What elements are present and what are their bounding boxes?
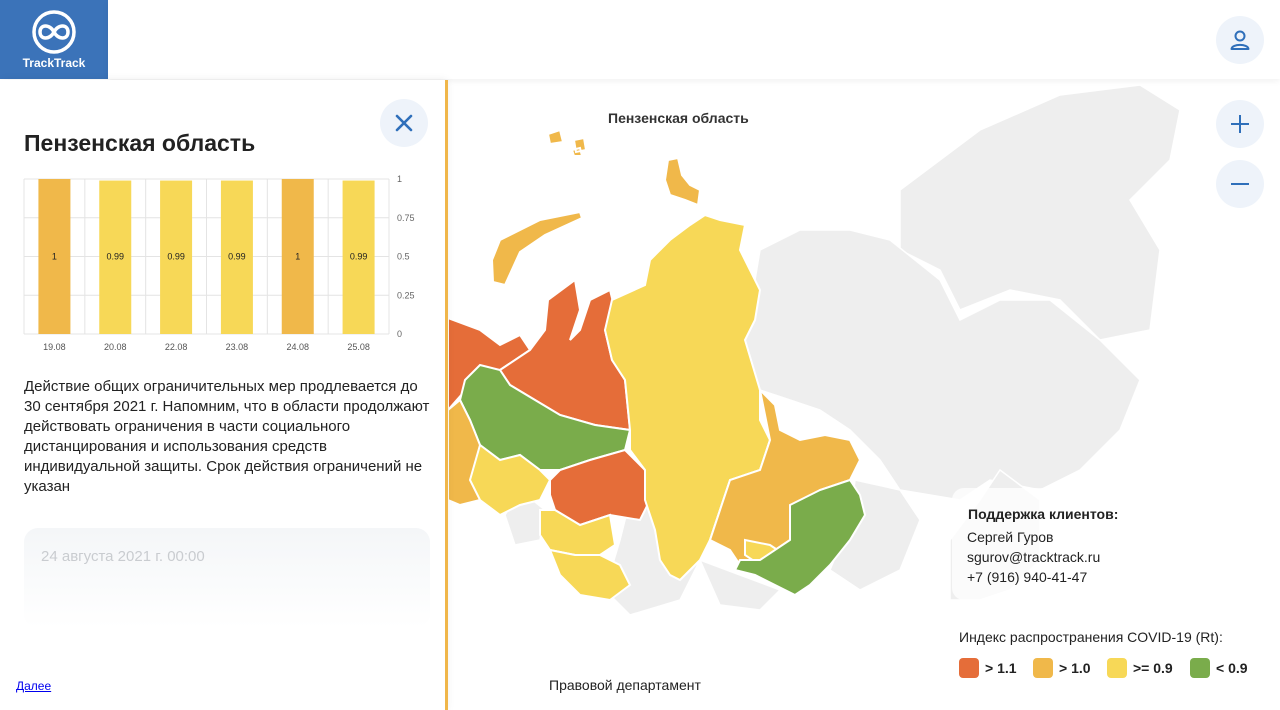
legend-swatch-orange xyxy=(959,658,979,678)
legend-label: > 1.0 xyxy=(1059,660,1091,676)
region-green-buryatia xyxy=(733,478,867,597)
more-link[interactable]: Далее xyxy=(16,679,52,693)
legend-swatch-amber xyxy=(1033,658,1053,678)
region-yellow-arctic xyxy=(490,210,584,287)
footer-department: Правовой департамент xyxy=(549,677,701,693)
bar-value-label: 0.99 xyxy=(228,252,246,262)
zoom-out-button[interactable] xyxy=(1216,160,1264,208)
close-panel-button[interactable] xyxy=(380,99,428,147)
x-tick-label: 22.08 xyxy=(165,342,188,352)
legend-label: >= 0.9 xyxy=(1133,660,1173,676)
region-description: Действие общих ограничительных мер продл… xyxy=(24,378,430,495)
y-tick-label: 0.5 xyxy=(397,252,410,262)
panel-divider xyxy=(445,80,448,710)
legend-label: < 0.9 xyxy=(1216,660,1248,676)
legend-item: > 1.0 xyxy=(1033,658,1091,678)
map-colored-regions xyxy=(448,128,867,602)
legend-label: > 1.1 xyxy=(985,660,1017,676)
brand-name: TrackTrack xyxy=(22,55,86,70)
bar-value-label: 1 xyxy=(295,252,300,262)
legend-item: > 1.1 xyxy=(959,658,1017,678)
support-phone[interactable]: +7 (916) 940-41-47 xyxy=(967,569,1088,585)
map-region-label: Пензенская область xyxy=(608,110,749,126)
y-tick-label: 0.75 xyxy=(397,213,415,223)
chart-bar[interactable] xyxy=(99,180,132,334)
close-icon xyxy=(395,114,413,132)
bar-value-label: 1 xyxy=(52,252,57,262)
zoom-in-button[interactable] xyxy=(1216,100,1264,148)
legend-item: >= 0.9 xyxy=(1107,658,1173,678)
region-orange-sverdlovsk xyxy=(549,448,652,527)
region-yellow-islands-small xyxy=(546,128,588,157)
support-name: Сергей Гуров xyxy=(967,529,1054,545)
region-yellow-perm xyxy=(468,443,552,517)
infinity-logo-icon xyxy=(32,9,76,54)
bar-value-label: 0.99 xyxy=(350,252,368,262)
chart-bar[interactable] xyxy=(342,180,375,334)
x-tick-label: 24.08 xyxy=(286,342,309,352)
bar-value-label: 0.99 xyxy=(167,252,185,262)
bar-value-label: 0.99 xyxy=(106,252,124,262)
region-yellow-kurgan xyxy=(548,548,632,602)
x-tick-label: 25.08 xyxy=(347,342,370,352)
chart-bar[interactable] xyxy=(160,180,193,334)
region-title: Пензенская область xyxy=(24,130,256,156)
user-profile-button[interactable] xyxy=(1216,16,1264,64)
user-icon xyxy=(1230,30,1250,50)
legend-title: Индекс распространения COVID-19 (Rt): xyxy=(959,629,1223,645)
support-card: Поддержка клиентов: Сергей Гуров sgurov@… xyxy=(952,488,1264,600)
news-date: 24 августа 2021 г. 00:00 xyxy=(41,548,205,565)
y-tick-label: 1 xyxy=(397,174,402,184)
x-tick-label: 19.08 xyxy=(43,342,66,352)
region-yellow-taymyr-islands xyxy=(663,156,702,207)
top-header xyxy=(108,0,1280,79)
russia-map[interactable] xyxy=(448,80,1280,710)
y-tick-label: 0 xyxy=(397,329,402,339)
region-yellow-chelyabinsk xyxy=(539,509,617,556)
news-date-card[interactable]: 24 августа 2021 г. 00:00 xyxy=(24,528,430,628)
plus-icon xyxy=(1231,115,1249,133)
chart-bar[interactable] xyxy=(220,180,253,334)
rt-legend: Индекс распространения COVID-19 (Rt): > … xyxy=(946,612,1264,692)
legend-swatch-green xyxy=(1190,658,1210,678)
chart-bar[interactable] xyxy=(281,179,314,334)
brand-logo[interactable]: TrackTrack xyxy=(0,0,108,79)
minus-icon xyxy=(1231,183,1249,185)
support-title: Поддержка клиентов: xyxy=(968,506,1119,522)
chart-bar[interactable] xyxy=(38,179,71,334)
rt-bar-chart: 0 0.25 0.5 0.75 1 1 19.08 0.99 20.08 0.99 22.08 0.9… xyxy=(23,174,415,352)
map-background-regions xyxy=(504,84,1181,616)
support-email[interactable]: sgurov@tracktrack.ru xyxy=(967,549,1101,565)
x-tick-label: 23.08 xyxy=(226,342,249,352)
legend-item: < 0.9 xyxy=(1190,658,1248,678)
x-tick-label: 20.08 xyxy=(104,342,127,352)
y-tick-label: 0.25 xyxy=(397,290,415,300)
legend-swatch-yellow xyxy=(1107,658,1127,678)
